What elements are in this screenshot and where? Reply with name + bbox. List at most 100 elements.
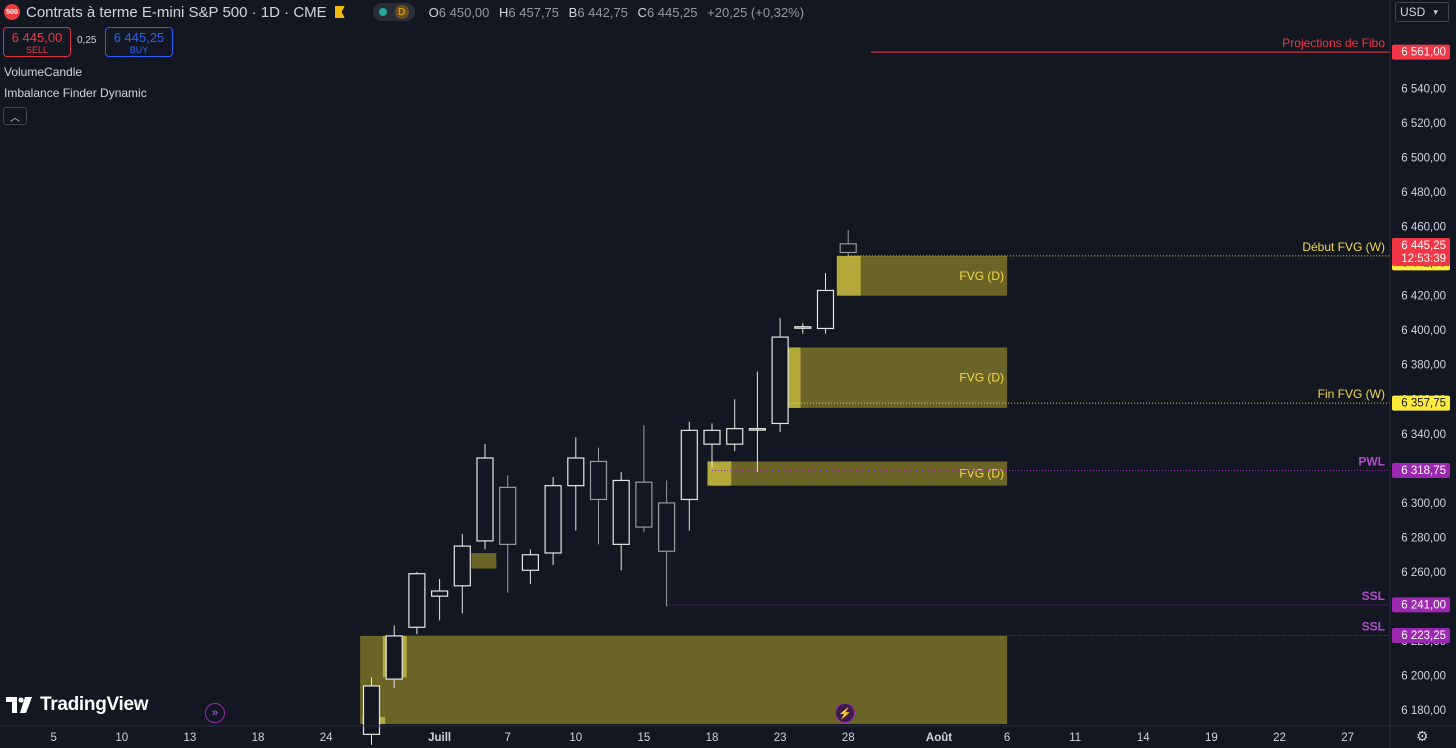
chevron-up-icon: ︿ <box>10 112 20 124</box>
replay-icon[interactable]: » <box>205 703 225 723</box>
y-tick-label: 6 540,00 <box>1401 83 1446 95</box>
level-price-tag-0-text: 6 561,00 <box>1401 47 1446 59</box>
y-tick-label: 6 480,00 <box>1401 187 1446 199</box>
x-tick-label: Août <box>926 732 952 744</box>
gear-icon[interactable]: ⚙ <box>1416 728 1429 744</box>
candle-body-15 <box>703 429 721 445</box>
y-tick-label: 6 460,00 <box>1401 222 1446 234</box>
y-tick-label: 6 400,00 <box>1401 325 1446 337</box>
y-tick-label: 6 520,00 <box>1401 118 1446 130</box>
candle-body-19 <box>794 326 812 329</box>
currency-select[interactable]: USD ▾ <box>1395 2 1449 22</box>
level-price-tag-5-bg <box>1392 627 1450 643</box>
x-tick-label: 10 <box>115 732 128 744</box>
collapse-indicators-button[interactable]: ︿ <box>3 107 27 125</box>
x-tick-label: 7 <box>504 732 510 744</box>
currency-value: USD <box>1400 5 1426 19</box>
candle-body-4 <box>453 545 471 587</box>
candle-body-3 <box>431 590 449 597</box>
open-key: O <box>428 4 439 20</box>
y-tick-label: 6 500,00 <box>1401 152 1446 164</box>
candle-body-16 <box>726 428 744 445</box>
fvg-label-2: FVG (D) <box>959 467 1004 481</box>
low-key: B <box>568 4 578 20</box>
x-tick-label: 28 <box>842 732 855 744</box>
fvg-zone-origin-0 <box>836 255 861 296</box>
candle-body-13 <box>657 502 676 552</box>
candle-body-0 <box>362 685 381 735</box>
x-tick-label: 27 <box>1341 732 1354 744</box>
close-value: 6 445,25 <box>646 4 698 20</box>
candle-body-6 <box>499 486 517 545</box>
level-price-tag-2-text: 6 357,75 <box>1401 398 1446 410</box>
last-price-tag-bg <box>1392 238 1450 267</box>
buy-button[interactable]: 6 445,25 BUY <box>105 27 173 57</box>
candle-body-12 <box>635 481 653 528</box>
brand-name: TradingView <box>40 694 149 715</box>
candle-body-14 <box>680 429 698 501</box>
sell-price: 6 445,00 <box>11 30 63 45</box>
x-tick-label: 14 <box>1137 732 1150 744</box>
ohlc-readout: O6 450,00 H6 457,75 B6 442,75 C6 445,25 … <box>429 5 810 20</box>
candle-body-21 <box>839 243 857 254</box>
chart-title[interactable]: Contrats à terme E-mini S&P 500 · 1D · C… <box>26 3 327 21</box>
spread-value: 0,25 <box>77 35 97 46</box>
symbol-logo-icon[interactable]: 500 <box>4 4 20 20</box>
candle-body-2 <box>408 573 426 628</box>
market-status-pill[interactable]: D <box>372 3 415 21</box>
level-price-tag-2-bg <box>1392 395 1450 411</box>
candle-body-10 <box>589 460 608 501</box>
indicator-imbalance-finder[interactable]: Imbalance Finder Dynamic <box>4 86 147 100</box>
y-tick-label: 6 300,00 <box>1401 498 1446 510</box>
x-tick-label: 11 <box>1069 732 1081 744</box>
candle-body-11 <box>612 479 630 545</box>
close-key: C <box>637 4 647 20</box>
fvg-zone-3 <box>360 635 1008 724</box>
x-tick-label: 19 <box>1205 732 1218 744</box>
low-value: 6 442,75 <box>577 4 628 20</box>
level-label-4: SSL <box>1362 589 1385 603</box>
buy-label: BUY <box>129 45 149 55</box>
x-tick-label: 23 <box>774 732 787 744</box>
level-price-tag-4-text: 6 241,00 <box>1401 599 1446 611</box>
x-tick-label: 6 <box>1004 732 1010 744</box>
tradingview-logo[interactable]: TradingView <box>6 694 149 716</box>
flag-icon[interactable] <box>334 6 345 18</box>
candle-body-20 <box>816 289 835 330</box>
x-tick-label: 22 <box>1273 732 1286 744</box>
level-price-tag-0-bg <box>1392 44 1450 60</box>
high-value: 6 457,75 <box>508 4 560 20</box>
candle-body-7 <box>521 554 540 571</box>
x-tick-label: 24 <box>320 732 333 744</box>
fvg-zone-1 <box>780 347 1008 408</box>
lightning-event-icon[interactable]: ⚡ <box>835 703 855 723</box>
y-tick-label: 6 280,00 <box>1401 532 1446 544</box>
high-key: H <box>499 4 509 20</box>
level-price-tag-3-text: 6 318,75 <box>1401 465 1446 477</box>
level-label-0: Projections de Fibo <box>1282 36 1385 50</box>
session-badge: D <box>394 5 409 19</box>
indicator-volumecandle[interactable]: VolumeCandle <box>4 65 83 79</box>
tradingview-logo-icon <box>6 697 32 713</box>
x-tick-label: 5 <box>50 732 56 744</box>
candle-body-18 <box>771 336 789 425</box>
candle-body-8 <box>544 485 562 554</box>
market-open-dot-icon <box>378 8 387 16</box>
last-price-tag-text: 12:53:39 <box>1401 253 1446 265</box>
fvg-label-0: FVG (D) <box>959 269 1004 283</box>
level-price-tag-5-text: 6 223,25 <box>1401 630 1446 642</box>
level-price-tag-3-bg <box>1392 463 1450 479</box>
level-label-3: PWL <box>1358 455 1385 469</box>
sell-button[interactable]: 6 445,00 SELL <box>3 27 71 57</box>
buy-price: 6 445,25 <box>113 30 165 45</box>
level-label-1: Début FVG (W) <box>1302 240 1385 254</box>
change-value: +20,25 (+0,32%) <box>707 4 805 20</box>
x-tick-label: Juill <box>428 732 451 744</box>
candle-body-9 <box>567 457 585 487</box>
candle-body-1 <box>385 635 403 680</box>
open-value: 6 450,00 <box>438 4 490 20</box>
fvg-zone-origin-2 <box>707 461 732 486</box>
y-tick-label: 6 340,00 <box>1401 429 1446 441</box>
last-price-tag-text: 6 445,25 <box>1401 240 1446 252</box>
